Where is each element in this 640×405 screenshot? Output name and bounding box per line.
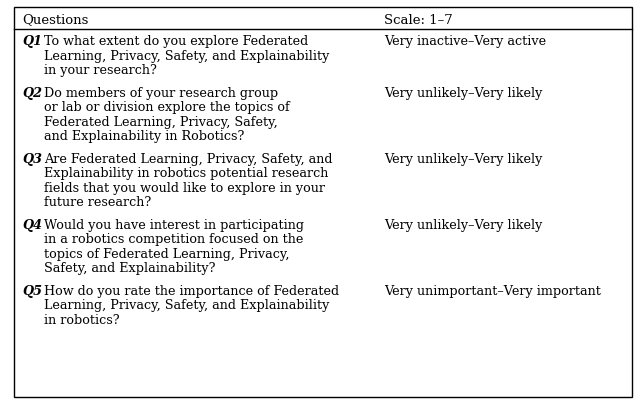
Text: Very unlikely–Very likely: Very unlikely–Very likely <box>384 218 542 231</box>
Text: Do members of your research group: Do members of your research group <box>44 87 278 100</box>
Text: Explainability in robotics potential research: Explainability in robotics potential res… <box>44 167 328 180</box>
Text: future research?: future research? <box>44 196 151 209</box>
Text: Very inactive–Very active: Very inactive–Very active <box>384 35 546 48</box>
Text: in robotics?: in robotics? <box>44 313 120 326</box>
Text: Learning, Privacy, Safety, and Explainability: Learning, Privacy, Safety, and Explainab… <box>44 298 330 311</box>
Text: Are Federated Learning, Privacy, Safety, and: Are Federated Learning, Privacy, Safety,… <box>44 152 333 165</box>
Text: Very unlikely–Very likely: Very unlikely–Very likely <box>384 87 542 100</box>
Text: Scale: 1–7: Scale: 1–7 <box>384 13 452 27</box>
Text: fields that you would like to explore in your: fields that you would like to explore in… <box>44 181 325 194</box>
Text: Q3: Q3 <box>22 152 42 165</box>
Text: Q1: Q1 <box>22 35 42 48</box>
Text: Would you have interest in participating: Would you have interest in participating <box>44 218 304 231</box>
Text: topics of Federated Learning, Privacy,: topics of Federated Learning, Privacy, <box>44 247 289 260</box>
Text: in a robotics competition focused on the: in a robotics competition focused on the <box>44 233 303 246</box>
Text: Very unlikely–Very likely: Very unlikely–Very likely <box>384 152 542 165</box>
Text: Q4: Q4 <box>22 218 42 231</box>
Text: or lab or division explore the topics of: or lab or division explore the topics of <box>44 101 290 114</box>
Text: and Explainability in Robotics?: and Explainability in Robotics? <box>44 130 244 143</box>
Text: To what extent do you explore Federated: To what extent do you explore Federated <box>44 35 308 48</box>
Text: Q5: Q5 <box>22 284 42 297</box>
Text: Q2: Q2 <box>22 87 42 100</box>
Text: Learning, Privacy, Safety, and Explainability: Learning, Privacy, Safety, and Explainab… <box>44 50 330 63</box>
Text: Very unimportant–Very important: Very unimportant–Very important <box>384 284 601 297</box>
Text: Questions: Questions <box>22 13 88 27</box>
Text: in your research?: in your research? <box>44 64 157 77</box>
Text: Safety, and Explainability?: Safety, and Explainability? <box>44 262 216 275</box>
Text: How do you rate the importance of Federated: How do you rate the importance of Federa… <box>44 284 339 297</box>
Text: Federated Learning, Privacy, Safety,: Federated Learning, Privacy, Safety, <box>44 115 278 128</box>
